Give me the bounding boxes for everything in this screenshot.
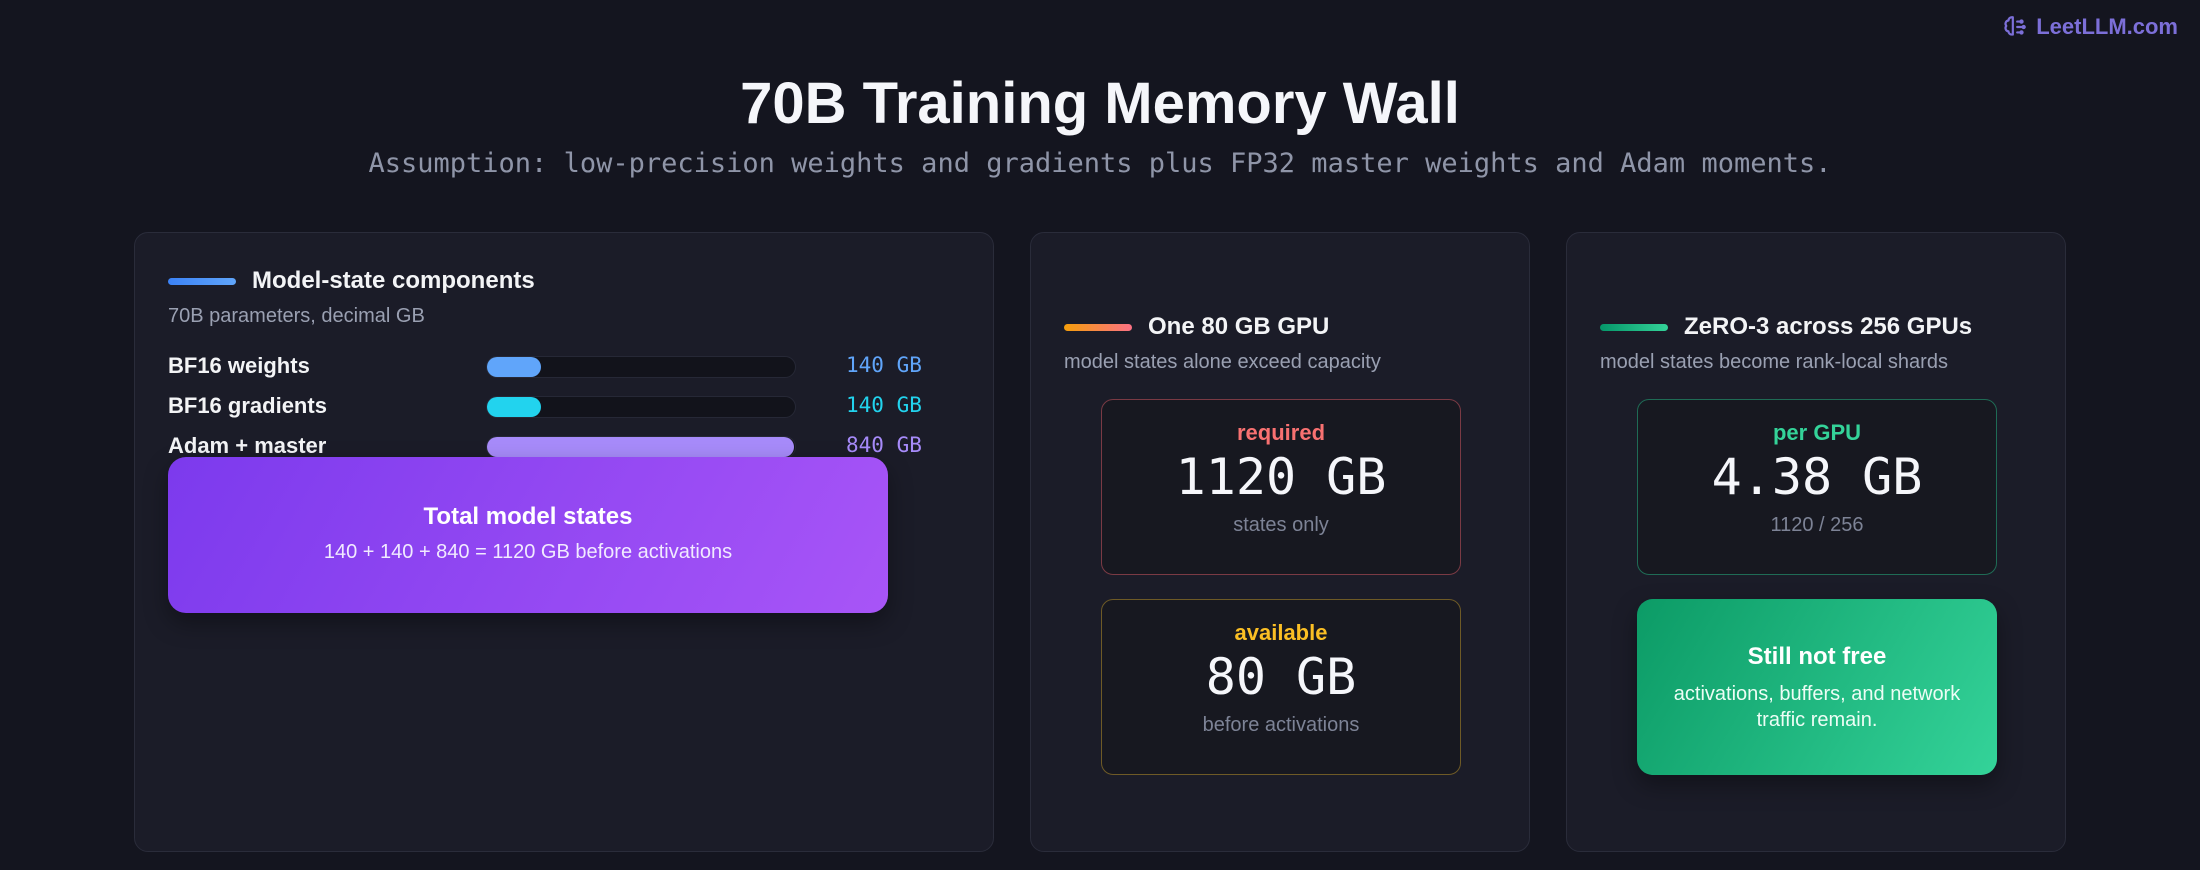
per-gpu-card: per GPU 4.38 GB 1120 / 256	[1637, 399, 1997, 575]
required-card: required 1120 GB states only	[1101, 399, 1461, 575]
component-bar-track	[486, 356, 796, 378]
per-gpu-label: per GPU	[1772, 420, 1862, 445]
total-subtitle: 140 + 140 + 840 = 1120 GB before activat…	[323, 541, 733, 563]
components-title: Model-state components	[252, 267, 535, 294]
page-subtitle: Assumption: low-precision weights and gr…	[368, 148, 1832, 179]
required-note: states only	[1233, 514, 1329, 536]
component-value: 140 GB	[846, 393, 922, 417]
per-gpu-note: 1120 / 256	[1770, 514, 1864, 536]
component-bar-fill	[487, 357, 541, 377]
component-label: Adam + master	[168, 433, 327, 458]
single-gpu-accent-bar	[1064, 323, 1132, 331]
zero3-header: ZeRO-3 across 256 GPUs	[1600, 313, 1972, 341]
per-gpu-value: 4.38 GB	[1711, 448, 1923, 506]
components-subtitle: 70B parameters, decimal GB	[168, 305, 425, 327]
available-value: 80 GB	[1205, 648, 1357, 706]
component-bar-fill	[487, 397, 541, 417]
components-panel: Model-state components 70B parameters, d…	[134, 232, 994, 852]
component-row: BF16 weights 140 GB	[168, 351, 968, 381]
component-label: BF16 gradients	[168, 393, 327, 418]
zero3-accent-bar	[1600, 323, 1668, 331]
single-gpu-header: One 80 GB GPU	[1064, 313, 1329, 341]
components-accent-bar	[168, 277, 236, 285]
component-bar-track	[486, 396, 796, 418]
component-label: BF16 weights	[168, 353, 310, 378]
component-value: 140 GB	[846, 353, 922, 377]
single-gpu-title: One 80 GB GPU	[1148, 313, 1330, 340]
single-gpu-subtitle: model states alone exceed capacity	[1064, 351, 1381, 373]
single-gpu-panel: One 80 GB GPU model states alone exceed …	[1030, 232, 1530, 852]
still-not-free-card: Still not free activations, buffers, and…	[1637, 599, 1997, 775]
required-label: required	[1236, 420, 1326, 445]
component-bar-track	[486, 436, 796, 458]
component-row: BF16 gradients 140 GB	[168, 391, 968, 421]
required-value: 1120 GB	[1175, 448, 1387, 506]
brand-text: LeetLLM.com	[2036, 14, 2178, 39]
available-label: available	[1234, 620, 1328, 645]
brain-icon	[2004, 16, 2027, 36]
component-bar-fill	[487, 437, 794, 457]
total-model-states-card: Total model states 140 + 140 + 840 = 112…	[168, 457, 888, 613]
total-title: Total model states	[423, 503, 633, 530]
available-note: before activations	[1202, 714, 1360, 736]
zero3-subtitle: model states become rank-local shards	[1600, 351, 1948, 373]
still-not-free-title: Still not free	[1747, 643, 1887, 670]
component-value: 840 GB	[846, 433, 922, 457]
page-title: 70B Training Memory Wall	[740, 71, 1460, 136]
brand-logo[interactable]: LeetLLM.com	[2002, 14, 2178, 40]
components-header: Model-state components	[168, 267, 535, 295]
zero3-panel: ZeRO-3 across 256 GPUs model states beco…	[1566, 232, 2066, 852]
available-card: available 80 GB before activations	[1101, 599, 1461, 775]
still-not-free-subtitle: activations, buffers, and network traffi…	[1673, 683, 1961, 731]
zero3-title: ZeRO-3 across 256 GPUs	[1684, 313, 1973, 340]
